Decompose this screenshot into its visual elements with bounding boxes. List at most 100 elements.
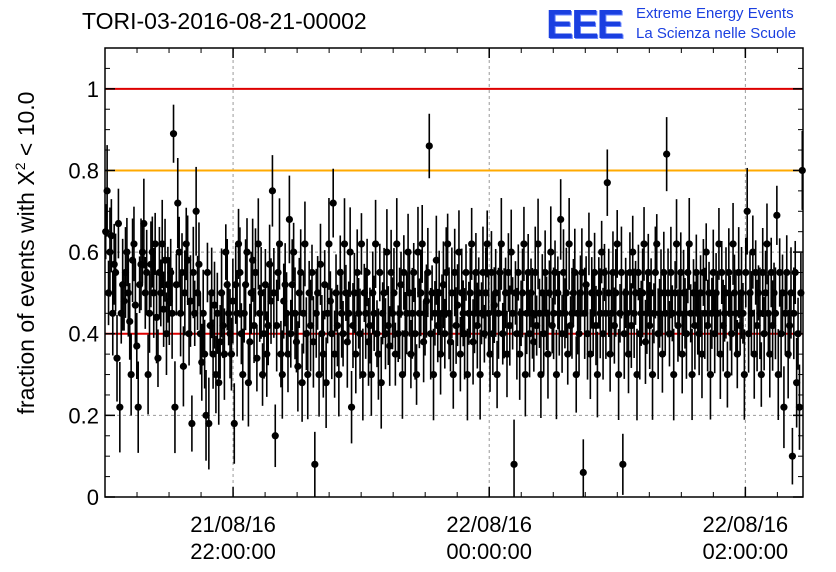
data-point (134, 403, 142, 411)
data-point (682, 330, 691, 338)
data-point (501, 289, 510, 297)
data-point (499, 330, 507, 338)
data-point (254, 240, 262, 248)
data-point (534, 240, 542, 248)
data-point (405, 289, 414, 297)
data-point (761, 289, 770, 297)
data-point (678, 350, 686, 358)
data-point (424, 268, 432, 277)
data-point (593, 370, 602, 379)
data-point (485, 309, 493, 317)
data-point (285, 215, 293, 224)
data-point (436, 350, 445, 358)
data-point (356, 330, 364, 338)
eee-logo-mark: EEE (546, 1, 624, 47)
data-point (622, 289, 630, 297)
data-point (144, 370, 152, 379)
data-point (404, 248, 412, 256)
data-point (140, 219, 148, 228)
data-point (377, 379, 385, 387)
data-point (373, 330, 381, 338)
data-point (613, 240, 621, 248)
y-tick-label: 0.4 (68, 322, 99, 347)
data-point (790, 309, 798, 317)
data-point (616, 309, 624, 317)
data-point (749, 248, 757, 256)
data-point (774, 370, 782, 379)
data-point (641, 338, 650, 346)
data-point (223, 281, 231, 289)
data-point (773, 211, 781, 219)
data-point (202, 411, 210, 419)
data-point (319, 350, 327, 358)
data-point (435, 289, 443, 297)
data-point (295, 289, 303, 297)
data-point (716, 350, 724, 358)
data-point (143, 268, 151, 277)
data-point (192, 207, 200, 215)
data-point (175, 248, 183, 256)
data-point (315, 370, 323, 379)
data-point (667, 268, 675, 277)
data-point (516, 350, 524, 358)
data-point (462, 268, 470, 277)
data-point (540, 330, 548, 338)
data-point (256, 309, 264, 317)
data-point (120, 297, 128, 305)
data-point (793, 379, 801, 387)
data-point (513, 330, 521, 338)
data-point (696, 289, 705, 297)
data-point (234, 240, 243, 248)
data-point (533, 321, 541, 330)
data-point (490, 301, 498, 309)
data-point (172, 281, 180, 289)
data-point (590, 268, 599, 277)
data-point (158, 240, 166, 248)
data-point (687, 309, 695, 317)
data-point (562, 289, 570, 297)
data-point (503, 350, 511, 358)
data-point (661, 309, 669, 317)
data-point (312, 309, 320, 317)
data-point (561, 309, 569, 317)
data-point (387, 268, 395, 277)
data-point (466, 289, 474, 297)
data-point (691, 321, 699, 330)
data-point (236, 268, 244, 277)
data-point (728, 330, 736, 338)
data-point (595, 289, 603, 297)
data-point (427, 330, 435, 338)
data-point (182, 240, 190, 248)
data-point (261, 281, 269, 289)
data-point (558, 330, 566, 338)
data-point (670, 370, 678, 379)
data-point (757, 370, 765, 379)
data-point (795, 403, 804, 411)
data-point (328, 330, 336, 338)
data-point (403, 309, 411, 317)
data-point (339, 330, 347, 338)
data-point (551, 268, 559, 277)
data-point (323, 309, 332, 317)
x-tick-label-date: 22/08/16 (703, 512, 789, 537)
data-point (468, 240, 476, 248)
data-point (610, 321, 618, 330)
data-point (615, 370, 623, 379)
data-point (171, 403, 179, 411)
data-point (425, 142, 433, 150)
y-tick-label: 0 (87, 485, 99, 510)
data-point (663, 150, 671, 158)
data-point (350, 289, 358, 297)
data-point (109, 309, 117, 317)
data-point (362, 309, 370, 317)
data-point (380, 289, 388, 297)
data-point (110, 260, 118, 268)
data-point (475, 289, 483, 297)
data-point (723, 370, 732, 379)
data-point (145, 309, 154, 317)
data-point (277, 350, 285, 358)
y-tick-label: 0.6 (68, 240, 99, 265)
data-point (541, 268, 549, 277)
chart-title: TORI-03-2016-08-21-00002 (82, 8, 367, 34)
data-point (463, 370, 472, 379)
